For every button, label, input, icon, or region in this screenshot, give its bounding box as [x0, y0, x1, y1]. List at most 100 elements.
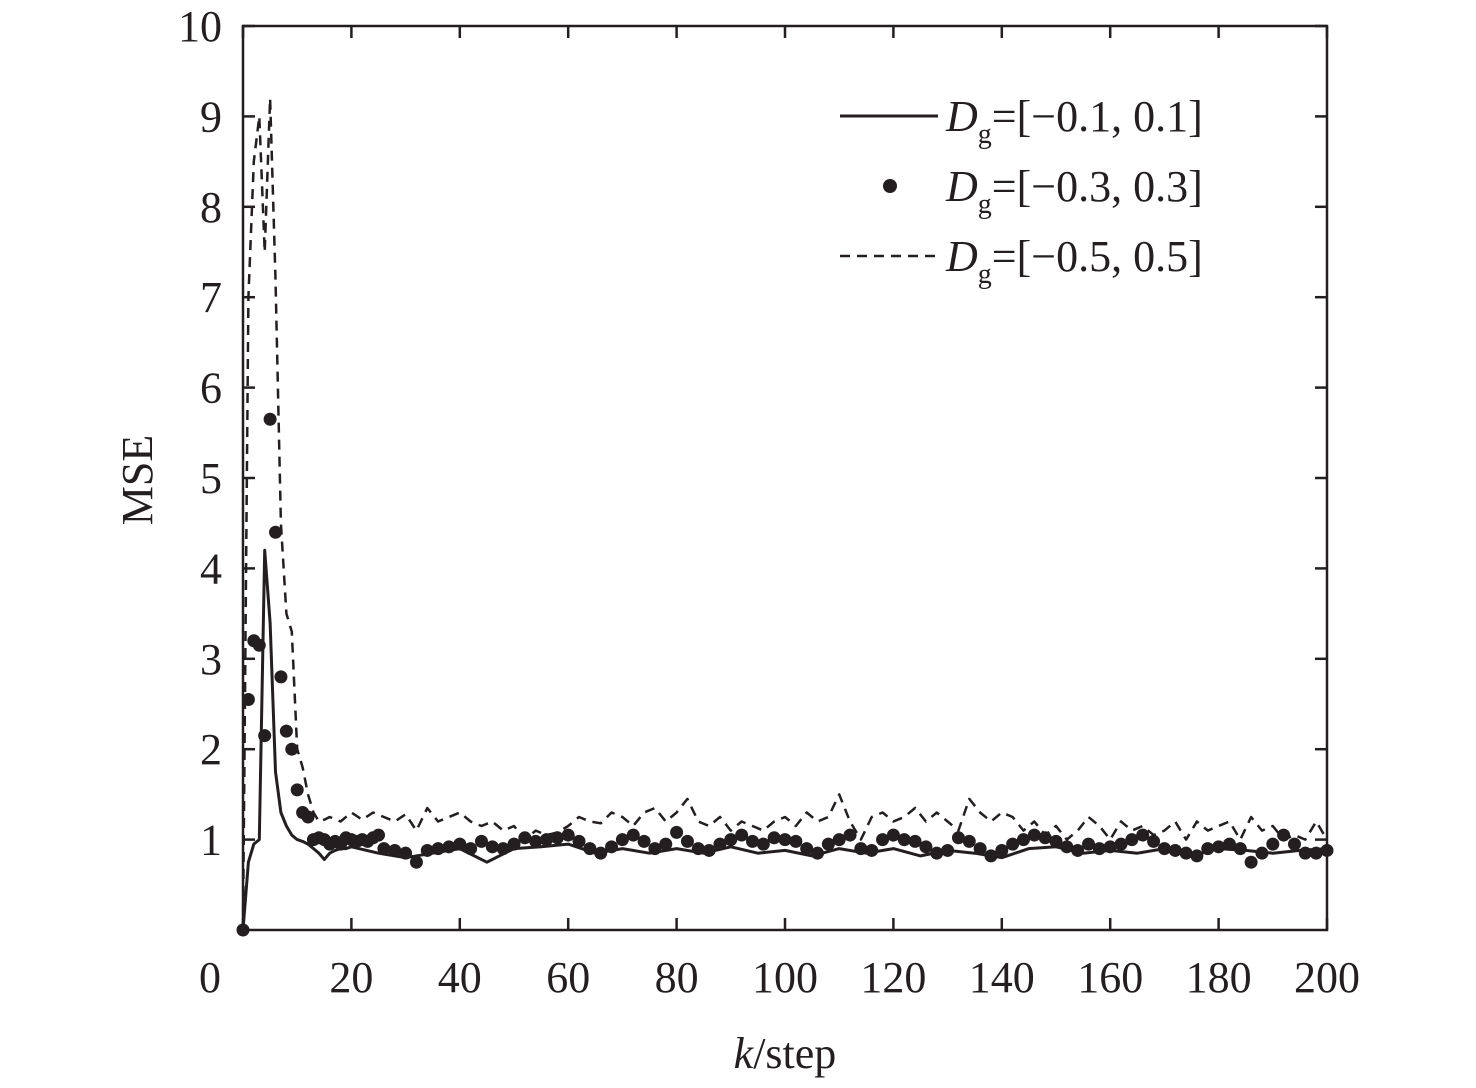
data-point	[984, 849, 998, 863]
data-point	[399, 846, 413, 860]
data-point	[767, 831, 781, 845]
y-tick-label: 3	[200, 635, 222, 684]
x-tick-label: 160	[1077, 953, 1143, 1002]
legend-label: Dg=[−0.5, 0.5]	[945, 232, 1203, 290]
data-point	[659, 837, 673, 851]
legend-entry-0: Dg=[−0.1, 0.1]	[840, 92, 1203, 150]
legend-label-sub: g	[978, 259, 992, 290]
legend-label-sub: g	[978, 189, 992, 220]
y-tick-label: 7	[200, 273, 222, 322]
data-point	[252, 638, 266, 652]
legend-label-rest: =[−0.3, 0.3]	[992, 162, 1203, 211]
data-point	[951, 831, 965, 845]
data-point	[1287, 837, 1301, 851]
x-axis-label: k/step	[734, 1029, 837, 1078]
data-point	[1201, 842, 1215, 856]
data-point	[1092, 842, 1106, 856]
data-point	[1027, 828, 1041, 842]
data-point	[1049, 834, 1063, 848]
x-tick-label: 100	[752, 953, 818, 1002]
x-tick-label: 60	[546, 953, 590, 1002]
legend-label-var: D	[945, 92, 978, 141]
x-tick-label: 180	[1186, 953, 1252, 1002]
x-tick-label: 40	[438, 953, 482, 1002]
data-point	[594, 846, 608, 860]
data-point	[1190, 849, 1204, 863]
data-point	[648, 842, 662, 856]
data-point	[680, 834, 694, 848]
data-point	[529, 834, 543, 848]
x-tick-label: 120	[860, 953, 926, 1002]
data-point	[745, 834, 759, 848]
data-point	[995, 843, 1009, 857]
data-point	[637, 834, 651, 848]
data-point	[1222, 837, 1236, 851]
data-point	[713, 837, 727, 851]
data-point	[258, 729, 272, 743]
data-point	[941, 843, 955, 857]
x-tick-label: 200	[1294, 953, 1360, 1002]
y-axis-label: MSE	[113, 435, 162, 525]
legend-label: Dg=[−0.3, 0.3]	[945, 162, 1203, 220]
legend-label-var: D	[945, 162, 978, 211]
legend-label-rest: =[−0.1, 0.1]	[992, 92, 1203, 141]
data-point	[274, 670, 288, 684]
data-point	[279, 724, 293, 738]
legend-label-rest: =[−0.5, 0.5]	[992, 232, 1203, 281]
data-point	[1016, 833, 1030, 847]
legend-label-sub: g	[978, 119, 992, 150]
data-point	[821, 837, 835, 851]
x-tick-label: 80	[655, 953, 699, 1002]
x-axis-label-var: k	[734, 1029, 755, 1078]
data-point	[1233, 842, 1247, 856]
data-point	[973, 842, 987, 856]
legend-entry-2: Dg=[−0.5, 0.5]	[840, 232, 1203, 290]
data-point	[1309, 846, 1323, 860]
data-point	[1147, 834, 1161, 848]
data-point	[1125, 833, 1139, 847]
data-point	[615, 833, 629, 847]
legend: Dg=[−0.1, 0.1]Dg=[−0.3, 0.3]Dg=[−0.5, 0.…	[840, 92, 1203, 290]
data-point	[550, 831, 564, 845]
data-point	[962, 834, 976, 848]
series-line-2	[241, 97, 1329, 931]
data-point	[724, 833, 738, 847]
data-point	[1006, 837, 1020, 851]
data-point	[919, 840, 933, 854]
y-tick-label: 8	[200, 183, 222, 232]
data-point	[1266, 837, 1280, 851]
data-point	[442, 840, 456, 854]
data-point	[691, 842, 705, 856]
data-point	[930, 846, 944, 860]
series-line-0	[241, 548, 1328, 931]
data-point	[377, 842, 391, 856]
data-point	[1136, 828, 1150, 842]
data-point	[1114, 837, 1128, 851]
legend-label-var: D	[945, 232, 978, 281]
x-tick-label: 140	[969, 953, 1035, 1002]
data-point	[409, 855, 423, 869]
data-point	[269, 525, 283, 539]
data-point	[420, 843, 434, 857]
data-point	[1168, 843, 1182, 857]
data-point	[702, 843, 716, 857]
data-point	[583, 842, 597, 856]
data-point	[372, 828, 385, 842]
data-point	[561, 828, 575, 842]
data-point	[1157, 842, 1171, 856]
data-point	[285, 742, 299, 756]
data-point	[1244, 855, 1258, 869]
y-axis: 1 2 3 4 5 6 7 8 9 10	[178, 2, 1327, 865]
data-point	[301, 810, 315, 824]
data-point	[865, 843, 879, 857]
data-point	[1103, 840, 1117, 854]
y-tick-label: 2	[200, 725, 222, 774]
data-point	[756, 837, 770, 851]
x-tick-label: 20	[329, 953, 373, 1002]
data-point	[263, 412, 277, 426]
data-point	[1298, 846, 1312, 860]
data-point	[1255, 846, 1269, 860]
data-point	[431, 842, 445, 856]
x-axis-label-unit: /step	[753, 1029, 836, 1078]
